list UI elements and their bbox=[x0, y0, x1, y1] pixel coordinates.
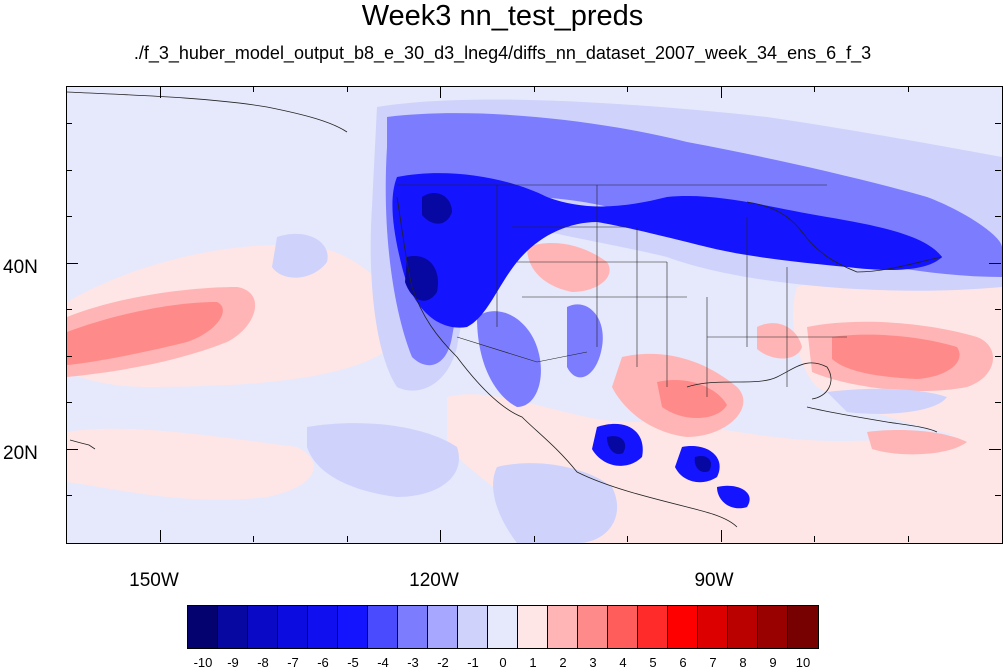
lat-label-20n: 20N bbox=[3, 443, 38, 464]
colorbar-swatch bbox=[668, 606, 698, 648]
lat-tick bbox=[66, 309, 72, 310]
coastlines bbox=[67, 91, 943, 528]
anomaly-field-map bbox=[67, 87, 1002, 543]
colorbar-label: 3 bbox=[589, 655, 597, 670]
lon-tick bbox=[627, 86, 628, 92]
colorbar-swatch bbox=[638, 606, 668, 648]
colorbar-swatch bbox=[188, 606, 218, 648]
map-plot-area bbox=[67, 87, 1002, 543]
colorbar-label: -9 bbox=[227, 655, 239, 670]
lon-tick bbox=[347, 86, 348, 92]
lon-label-150w: 150W bbox=[129, 570, 179, 591]
lon-tick bbox=[534, 86, 535, 92]
lat-tick bbox=[66, 263, 78, 264]
colorbar-swatch bbox=[458, 606, 488, 648]
lon-tick bbox=[253, 536, 254, 542]
colorbar-swatch bbox=[488, 606, 518, 648]
lat-tick bbox=[66, 495, 72, 496]
colorbar-label: 5 bbox=[649, 655, 657, 670]
lon-tick bbox=[814, 86, 815, 92]
lon-label-90w: 90W bbox=[694, 570, 734, 591]
colorbar-label: -8 bbox=[257, 655, 269, 670]
colorbar-swatch bbox=[428, 606, 458, 648]
state-borders bbox=[397, 184, 847, 397]
colorbar-label: 1 bbox=[529, 655, 537, 670]
colorbar-swatch bbox=[518, 606, 548, 648]
lon-tick bbox=[160, 86, 161, 98]
lon-tick bbox=[66, 536, 67, 542]
colorbar-swatch bbox=[308, 606, 338, 648]
colorbar-label: -3 bbox=[407, 655, 419, 670]
lon-tick bbox=[908, 536, 909, 542]
lat-tick bbox=[995, 123, 1001, 124]
colorbar-swatch bbox=[338, 606, 368, 648]
colorbar-label: 2 bbox=[559, 655, 567, 670]
lon-tick bbox=[66, 86, 67, 92]
lon-tick bbox=[534, 536, 535, 542]
lat-tick bbox=[989, 263, 1001, 264]
colorbar-label: 8 bbox=[739, 655, 747, 670]
lat-tick bbox=[995, 402, 1001, 403]
lat-tick bbox=[989, 449, 1001, 450]
lon-tick bbox=[908, 86, 909, 92]
lat-tick bbox=[66, 216, 72, 217]
lat-tick bbox=[995, 495, 1001, 496]
colorbar-swatch bbox=[788, 606, 818, 648]
colorbar-label: -2 bbox=[437, 655, 449, 670]
colorbar-swatch bbox=[578, 606, 608, 648]
colorbar-label: -7 bbox=[287, 655, 299, 670]
lat-tick bbox=[66, 123, 72, 124]
colorbar-label: 6 bbox=[679, 655, 687, 670]
lon-tick bbox=[253, 86, 254, 92]
colorbar-label: 9 bbox=[769, 655, 777, 670]
colorbar-swatch bbox=[248, 606, 278, 648]
lat-tick bbox=[66, 449, 78, 450]
lat-label-40n: 40N bbox=[3, 257, 38, 278]
colorbar-swatch bbox=[368, 606, 398, 648]
colorbar-swatch bbox=[698, 606, 728, 648]
lat-tick bbox=[66, 356, 72, 357]
lon-tick bbox=[627, 536, 628, 542]
map-subtitle: ./f_3_huber_model_output_b8_e_30_d3_lneg… bbox=[133, 43, 872, 63]
colorbar-swatch bbox=[728, 606, 758, 648]
lat-tick bbox=[66, 402, 72, 403]
colorbar-label: -4 bbox=[377, 655, 389, 670]
lon-tick bbox=[440, 86, 441, 98]
red-anomaly-regions bbox=[67, 302, 960, 419]
lon-tick bbox=[814, 536, 815, 542]
colorbar-label: 0 bbox=[499, 655, 507, 670]
colorbar-swatch bbox=[608, 606, 638, 648]
colorbar bbox=[187, 605, 819, 649]
colorbar-swatch bbox=[218, 606, 248, 648]
lat-tick bbox=[995, 356, 1001, 357]
lat-tick bbox=[995, 216, 1001, 217]
lon-tick bbox=[160, 530, 161, 542]
lon-tick bbox=[440, 530, 441, 542]
lon-label-120w: 120W bbox=[409, 570, 459, 591]
lon-tick bbox=[347, 536, 348, 542]
colorbar-swatch bbox=[398, 606, 428, 648]
colorbar-label: 7 bbox=[709, 655, 717, 670]
colorbar-label: 4 bbox=[619, 655, 627, 670]
colorbar-swatch bbox=[548, 606, 578, 648]
lon-tick bbox=[721, 530, 722, 542]
colorbar-swatch bbox=[278, 606, 308, 648]
colorbar-label: 10 bbox=[795, 655, 811, 670]
medium-blue-regions bbox=[385, 113, 1002, 407]
lat-tick bbox=[66, 170, 72, 171]
lat-tick bbox=[995, 170, 1001, 171]
colorbar-label: -5 bbox=[347, 655, 359, 670]
colorbar-label: -6 bbox=[317, 655, 329, 670]
map-title: Week3 nn_test_preds bbox=[361, 0, 644, 32]
colorbar-label: -10 bbox=[193, 655, 213, 670]
colorbar-swatch bbox=[758, 606, 788, 648]
lat-tick bbox=[995, 309, 1001, 310]
colorbar-label: -1 bbox=[467, 655, 479, 670]
lon-tick bbox=[721, 86, 722, 98]
